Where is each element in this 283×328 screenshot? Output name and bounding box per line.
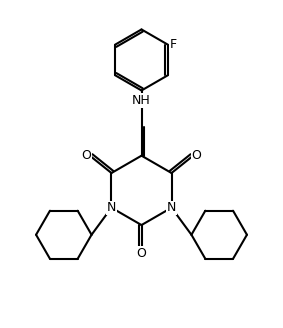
Text: O: O (192, 149, 201, 162)
Text: N: N (107, 201, 116, 214)
Text: F: F (170, 38, 177, 51)
Text: O: O (82, 149, 91, 162)
Text: N: N (167, 201, 176, 214)
Text: O: O (137, 247, 146, 260)
Text: NH: NH (132, 94, 151, 107)
